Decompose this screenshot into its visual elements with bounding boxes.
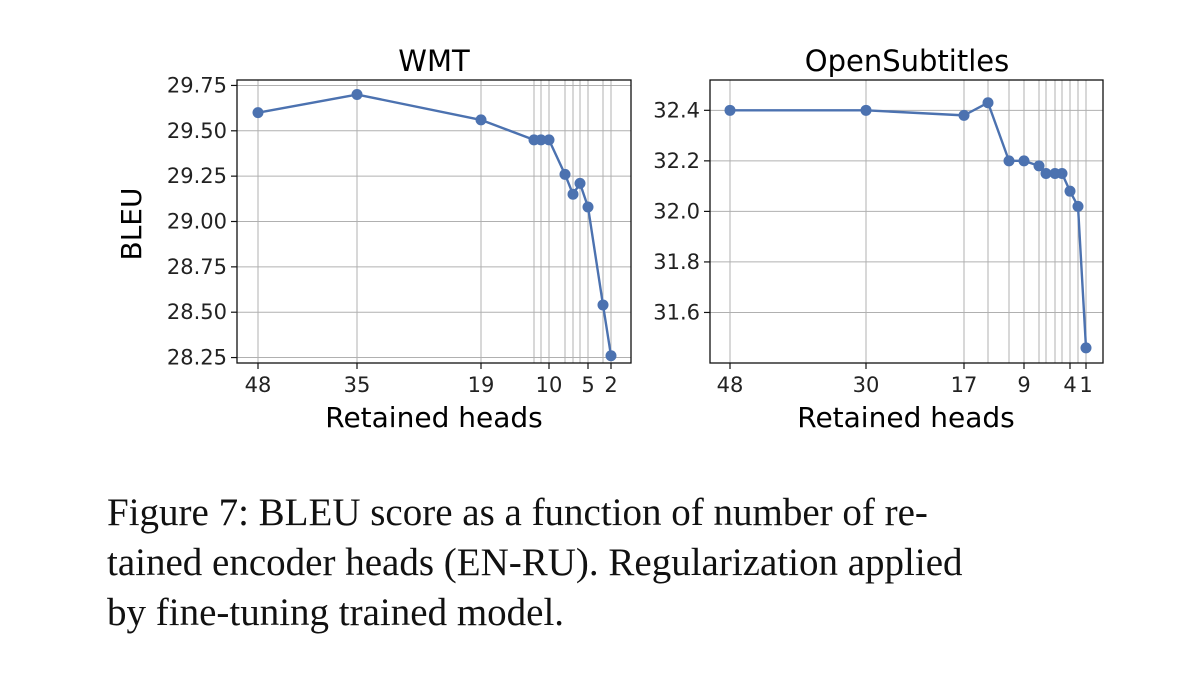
caption-line: tained encoder heads (EN-RU). Regulariza… <box>107 541 963 584</box>
data-point <box>1064 185 1076 197</box>
data-point <box>559 168 571 180</box>
data-point <box>543 134 555 146</box>
data-point <box>475 114 487 126</box>
x-tick-label: 1 <box>1079 373 1092 397</box>
y-tick-label: 28.50 <box>167 300 227 324</box>
x-tick-label: 35 <box>344 373 371 397</box>
data-point <box>860 104 872 116</box>
series-line <box>257 93 613 356</box>
y-tick-label: 32.0 <box>653 199 700 223</box>
y-tick-label: 29.50 <box>167 119 227 143</box>
tick-layer: 31.6 31.8 32.0 32.2 32.4 48 30 17 9 4 1 <box>653 98 1092 397</box>
x-tick-label: 48 <box>717 373 744 397</box>
series-line <box>730 101 1088 348</box>
data-point <box>252 107 264 119</box>
x-tick-label: 17 <box>951 373 978 397</box>
data-point <box>1003 155 1015 167</box>
data-point <box>1033 160 1045 172</box>
y-tick-label: 28.25 <box>167 346 227 370</box>
data-point <box>597 299 609 311</box>
x-axis-label: Retained heads <box>325 401 542 434</box>
grid <box>710 80 1103 363</box>
data-point <box>605 350 617 362</box>
grid <box>237 80 631 363</box>
x-axis-label: Retained heads <box>797 401 1014 434</box>
y-axis-label: BLEU <box>115 188 148 261</box>
tick-layer: 28.25 28.50 28.75 29.00 29.25 29.50 29.75 48 35 1… <box>167 73 618 397</box>
x-tick-label: 9 <box>1017 373 1030 397</box>
data-point <box>724 104 736 116</box>
series-layer <box>724 97 1092 354</box>
figure-charts: WMT 28.25 28.50 28.75 29.00 29.25 29.50 29.75 4… <box>115 44 1104 434</box>
data-point <box>535 134 547 146</box>
y-tick-label: 32.4 <box>653 98 700 122</box>
y-tick-label: 29.00 <box>167 210 227 234</box>
plot-frame <box>709 79 1104 364</box>
data-point <box>582 201 594 213</box>
data-point <box>1018 155 1030 167</box>
y-tick-label: 31.8 <box>653 250 700 274</box>
chart-wmt: WMT 28.25 28.50 28.75 29.00 29.25 29.50 29.75 4… <box>115 44 632 434</box>
x-tick-label: 4 <box>1063 373 1076 397</box>
caption-line: Figure 7: BLEU score as a function of nu… <box>107 491 928 534</box>
figure-caption: Figure 7: BLEU score as a function of nu… <box>107 488 1117 638</box>
chart-title: OpenSubtitles <box>805 44 1009 78</box>
data-point <box>1056 167 1068 179</box>
chart-title: WMT <box>398 44 470 78</box>
y-tick-label: 29.25 <box>167 164 227 188</box>
data-point <box>958 109 970 121</box>
y-tick-label: 31.6 <box>653 300 700 324</box>
x-tick-label: 19 <box>468 373 495 397</box>
chart-opensubtitles: OpenSubtitles 31.6 31.8 32.0 32.2 32.4 48 30 17… <box>653 44 1104 434</box>
y-tick-label: 32.2 <box>653 149 700 173</box>
data-point <box>567 188 579 200</box>
x-tick-label: 48 <box>245 373 272 397</box>
x-tick-label: 5 <box>581 373 594 397</box>
data-point <box>1040 167 1052 179</box>
data-point <box>982 97 994 109</box>
series-layer <box>252 89 617 362</box>
data-point <box>351 89 363 101</box>
data-point <box>1080 342 1092 354</box>
data-point <box>574 177 586 189</box>
x-tick-label: 10 <box>536 373 563 397</box>
caption-line: by fine-tuning trained model. <box>107 591 565 634</box>
data-point <box>1072 200 1084 212</box>
x-tick-label: 2 <box>604 373 617 397</box>
y-tick-label: 28.75 <box>167 255 227 279</box>
y-tick-label: 29.75 <box>167 73 227 97</box>
x-tick-label: 30 <box>853 373 880 397</box>
